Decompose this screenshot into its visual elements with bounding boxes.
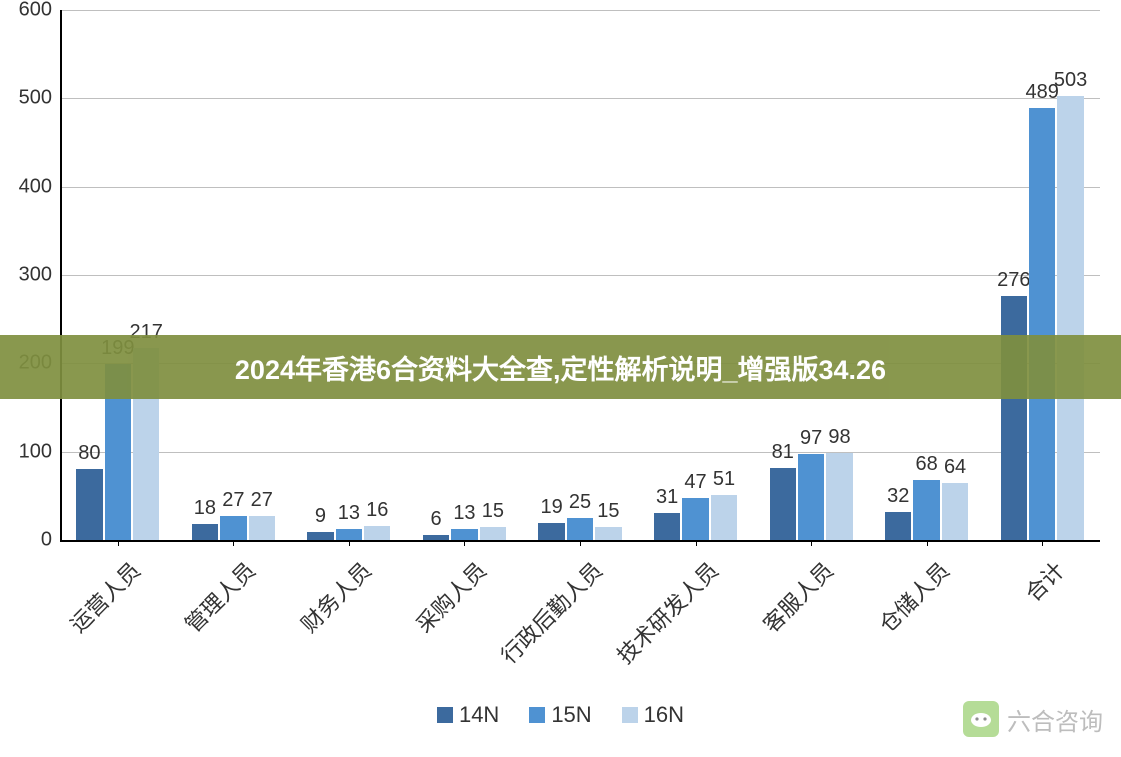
x-tick-mark (349, 540, 350, 546)
y-tick-label: 300 (19, 264, 52, 287)
bar (423, 535, 449, 540)
bar (336, 529, 362, 540)
legend-swatch (529, 707, 545, 723)
bar-value-label: 32 (887, 485, 909, 508)
x-category-label: 财务人员 (293, 554, 378, 639)
y-tick-label: 0 (41, 529, 52, 552)
bar (711, 495, 737, 540)
bar-value-label: 9 (315, 505, 326, 528)
gridline (60, 452, 1100, 453)
bar (682, 498, 708, 540)
x-category-label: 行政后勤人员 (493, 554, 609, 670)
bar (654, 513, 680, 540)
bar-value-label: 47 (684, 471, 706, 494)
bar (1001, 296, 1027, 540)
bar-value-label: 98 (828, 426, 850, 449)
legend-swatch (622, 707, 638, 723)
bar (307, 532, 333, 540)
x-category-label: 管理人员 (177, 554, 262, 639)
x-tick-mark (696, 540, 697, 546)
bar (220, 516, 246, 540)
bar (1057, 96, 1083, 540)
x-tick-mark (811, 540, 812, 546)
y-axis: 0100200300400500600 (10, 10, 60, 540)
bar-value-label: 276 (997, 269, 1030, 292)
overlay-banner: 2024年香港6合资料大全查,定性解析说明_增强版34.26 (0, 335, 1121, 399)
legend-label: 14N (459, 702, 499, 728)
legend-swatch (437, 707, 453, 723)
bars-layer: 8019921718272791316613151925153147518197… (60, 10, 1100, 540)
bar-value-label: 51 (713, 468, 735, 491)
y-tick-label: 500 (19, 87, 52, 110)
y-tick-label: 600 (19, 0, 52, 22)
bar (770, 468, 796, 540)
bar-value-label: 81 (772, 441, 794, 464)
legend-item: 15N (529, 702, 591, 728)
bar (76, 469, 102, 540)
y-tick-label: 400 (19, 175, 52, 198)
bar-value-label: 15 (597, 500, 619, 523)
bar (1029, 108, 1055, 540)
x-tick-mark (118, 540, 119, 546)
gridline (60, 10, 1100, 11)
bar-value-label: 13 (338, 502, 360, 525)
overlay-text: 2024年香港6合资料大全查,定性解析说明_增强版34.26 (235, 348, 886, 387)
bar-value-label: 64 (944, 456, 966, 479)
bar-value-label: 27 (222, 489, 244, 512)
bar-value-label: 25 (569, 491, 591, 514)
bar-value-label: 31 (656, 486, 678, 509)
bar-value-label: 13 (453, 502, 475, 525)
bar-value-label: 19 (540, 496, 562, 519)
bar-value-label: 18 (194, 497, 216, 520)
x-tick-mark (927, 540, 928, 546)
bar (913, 480, 939, 540)
gridline (60, 98, 1100, 99)
x-category-label: 技术研发人员 (608, 554, 724, 670)
bar (480, 527, 506, 540)
legend-label: 16N (644, 702, 684, 728)
bar (364, 526, 390, 540)
watermark-icon (963, 701, 999, 737)
bar-value-label: 68 (916, 453, 938, 476)
bar-value-label: 97 (800, 427, 822, 450)
bar (826, 453, 852, 540)
watermark-text: 六合咨询 (1007, 702, 1103, 737)
bar (567, 518, 593, 540)
bar (538, 523, 564, 540)
x-tick-mark (233, 540, 234, 546)
x-category-label: 客服人员 (755, 554, 840, 639)
bar (798, 454, 824, 540)
bar (451, 529, 477, 540)
legend: 14N 15N 16N (0, 702, 1121, 728)
bar (192, 524, 218, 540)
x-category-label: 仓储人员 (870, 554, 955, 639)
legend-item: 16N (622, 702, 684, 728)
x-axis-labels: 运营人员管理人员财务人员采购人员行政后勤人员技术研发人员客服人员仓储人员 合计 (60, 548, 1100, 668)
bar (595, 527, 621, 540)
bar-value-label: 6 (430, 508, 441, 531)
bar-value-label: 15 (482, 500, 504, 523)
x-tick-mark (464, 540, 465, 546)
bar-value-label: 503 (1054, 69, 1087, 92)
gridline (60, 187, 1100, 188)
bar (942, 483, 968, 540)
x-category-label: 合计 (1017, 554, 1071, 608)
bar-value-label: 80 (78, 442, 100, 465)
bar (249, 516, 275, 540)
chart-plot-area: 0100200300400500600 80199217182727913166… (60, 10, 1100, 540)
legend-item: 14N (437, 702, 499, 728)
y-tick-label: 100 (19, 440, 52, 463)
watermark: 六合咨询 (963, 701, 1103, 737)
bar (885, 512, 911, 540)
gridline (60, 275, 1100, 276)
x-tick-mark (1042, 540, 1043, 546)
x-category-label: 采购人员 (408, 554, 493, 639)
x-category-label: 运营人员 (62, 554, 147, 639)
x-tick-mark (580, 540, 581, 546)
bar-value-label: 27 (251, 489, 273, 512)
legend-label: 15N (551, 702, 591, 728)
bar-value-label: 16 (366, 499, 388, 522)
